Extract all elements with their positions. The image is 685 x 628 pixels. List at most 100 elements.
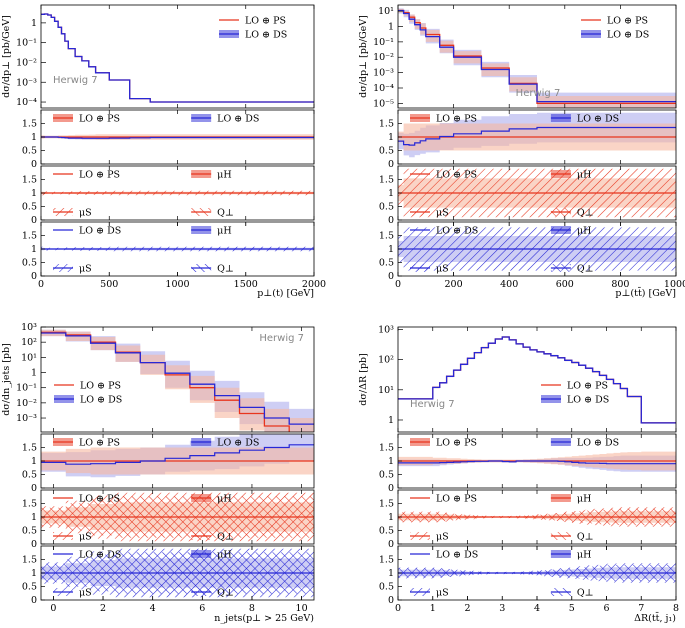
x-tick-label: 500 (100, 279, 118, 290)
x-tick-label: 600 (556, 279, 574, 290)
y-tick-label: 0.5 (22, 258, 37, 269)
y-tick-label: 1.5 (22, 119, 37, 130)
herwig-label: Herwig 7 (516, 88, 561, 99)
y-tick-label: 1 (31, 512, 37, 523)
y-tick-label: 0 (388, 483, 394, 494)
ratio-ds-var (41, 246, 314, 252)
y-tick-label: 1.5 (379, 443, 394, 454)
legend-label: Q⊥ (577, 532, 594, 543)
y-tick-label: 1.5 (379, 119, 394, 130)
y-tick-label: 0.5 (379, 258, 394, 269)
x-tick-label: 0 (395, 603, 401, 614)
legend-label: LO ⊕ PS (436, 494, 477, 505)
ds-line (398, 336, 676, 424)
y-tick-label: 10⁻² (373, 52, 394, 63)
legend-label: LO ⊕ PS (79, 494, 120, 505)
y-tick-label: 10⁻³ (16, 413, 37, 424)
y-tick-label: 0 (31, 159, 37, 170)
y-tick-label: 1 (31, 456, 37, 467)
y-tick-label: 1 (388, 512, 394, 523)
y-tick-label: 1 (388, 21, 394, 32)
x-tick-label: 1500 (234, 279, 258, 290)
y-axis-label: dσ/dp⊥ [pb/GeV] (358, 15, 369, 98)
x-tick-label: 4 (150, 603, 156, 614)
y-tick-label: 1 (31, 132, 37, 143)
legend-label: μH (577, 494, 591, 505)
y-tick-label: 10⁻¹ (16, 383, 37, 394)
x-tick-label: 6 (199, 603, 205, 614)
legend-label: Q⊥ (217, 208, 234, 219)
legend-label: μH (217, 494, 231, 505)
ratio-ps-ds (398, 112, 676, 158)
legend-label: LO ⊕ DS (436, 226, 478, 237)
y-tick-label: 0 (31, 215, 37, 226)
legend-label: μH (577, 170, 591, 181)
axes-frame (40, 326, 315, 433)
legend-label: LO ⊕ PS (436, 438, 477, 449)
legend-label: μS (436, 264, 449, 275)
legend-label: LO ⊕ PS (607, 16, 648, 27)
ratio-ps-ds (398, 451, 676, 472)
chart-panel-dr: 1 10¹ 10² 10³ dσ/ΔR [pb] Herwig 7 LO ⊕ PS LO ⊕ … (358, 324, 679, 624)
x-tick-label: 2 (464, 603, 470, 614)
x-tick-label: 3 (499, 603, 505, 614)
y-tick-label: 1.5 (379, 499, 394, 510)
x-tick-label: 2 (100, 603, 106, 614)
x-tick-label: 10 (296, 603, 308, 614)
y-tick-label: 1.5 (22, 175, 37, 186)
x-tick-label: 1000 (165, 279, 189, 290)
ds-ratio-line (398, 126, 676, 146)
x-axis-label: p⊥(tt̄) [GeV] (615, 287, 676, 299)
ratio-ps-ds (41, 434, 314, 478)
legend-label: Q⊥ (217, 588, 234, 599)
y-tick-label: 1.5 (22, 231, 37, 242)
main-plot (398, 8, 676, 108)
legend-label: LO ⊕ DS (436, 550, 478, 561)
legend-label: LO ⊕ DS (567, 395, 609, 406)
y-tick-label: 0 (31, 539, 37, 550)
y-tick-label: 1 (31, 244, 37, 255)
y-tick-label: 10⁻² (16, 398, 37, 409)
legend-label: LO ⊕ PS (567, 381, 608, 392)
legend-label: LO ⊕ DS (577, 114, 619, 125)
y-tick-label: 10⁻¹ (373, 37, 394, 48)
y-tick-label: 1 (388, 568, 394, 579)
y-tick-label: 10⁻¹ (16, 38, 37, 49)
x-tick-label: 8 (673, 603, 679, 614)
legend-label: LO ⊕ DS (577, 438, 619, 449)
y-tick-label: 0 (31, 595, 37, 606)
main-plot (41, 329, 314, 432)
y-tick-label: 0 (31, 483, 37, 494)
ratio-ps-var (398, 507, 676, 527)
y-tick-label: 10¹ (378, 6, 394, 17)
y-tick-label: 10² (378, 355, 394, 366)
legend-label: LO ⊕ DS (607, 30, 649, 41)
y-tick-label: 1 (31, 188, 37, 199)
ratio-ps-ds (41, 134, 314, 140)
x-tick-label: 0 (50, 603, 56, 614)
ratio-ds-var (398, 563, 676, 583)
legend-label: μH (217, 550, 231, 561)
y-tick-label: 10³ (21, 322, 37, 333)
y-tick-label: 1 (388, 188, 394, 199)
legend-label: LO ⊕ DS (217, 438, 259, 449)
legend-label: LO ⊕ DS (79, 226, 121, 237)
legend-label: Q⊥ (577, 208, 594, 219)
legend-label: μS (436, 532, 449, 543)
y-tick-label: 0 (388, 595, 394, 606)
x-tick-label: 7 (638, 603, 644, 614)
y-axis-label: dσ/dp⊥ [pb/GeV] (1, 15, 12, 98)
y-tick-label: 0.5 (22, 202, 37, 213)
legend-label: Q⊥ (577, 264, 594, 275)
axes-frame (397, 326, 677, 433)
y-tick-label: 0.5 (379, 526, 394, 537)
y-tick-label: 0.5 (22, 470, 37, 481)
y-tick-label: 10¹ (21, 352, 37, 363)
y-tick-label: 0 (388, 215, 394, 226)
y-tick-label: 1 (31, 18, 37, 29)
legend-label: LO ⊕ PS (79, 114, 120, 125)
herwig-label: Herwig 7 (53, 75, 98, 86)
y-tick-label: 0 (388, 159, 394, 170)
legend-label: μS (79, 532, 92, 543)
